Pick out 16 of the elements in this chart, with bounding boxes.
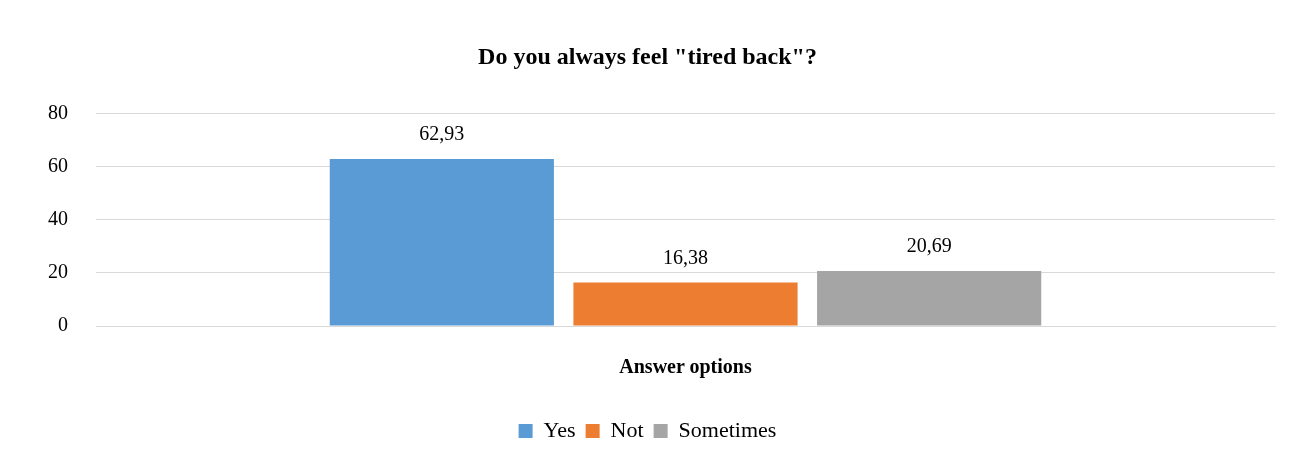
bar (329, 159, 554, 326)
chart-title: Do you always feel "tired back"? (478, 42, 817, 69)
bar (573, 282, 798, 326)
legend-label: Sometimes (678, 416, 777, 442)
legend-label: Yes (543, 416, 576, 442)
bar (817, 271, 1042, 326)
y-tick-label: 80 (48, 101, 68, 124)
data-label: 20,69 (906, 234, 952, 257)
y-tick-label: 0 (58, 313, 68, 336)
y-tick-label: 60 (48, 154, 68, 177)
y-tick-label: 20 (48, 260, 68, 283)
y-tick-label: 40 (48, 207, 68, 230)
legend-label: Not (610, 416, 644, 442)
data-label: 62,93 (419, 122, 465, 145)
data-label: 16,38 (663, 245, 708, 268)
x-axis-title: Answer options (619, 355, 752, 379)
